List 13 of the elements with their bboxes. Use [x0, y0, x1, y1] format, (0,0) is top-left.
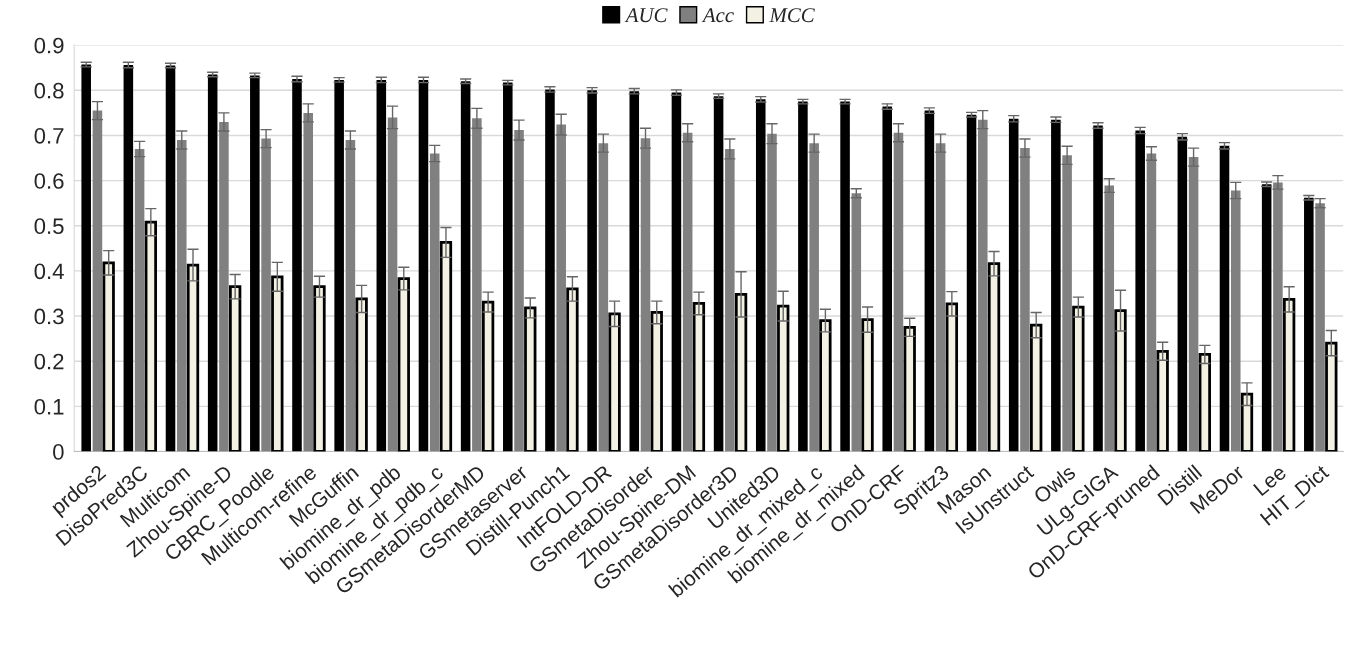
legend-label: MCC	[769, 8, 815, 23]
y-tick-label: 0.3	[34, 308, 64, 325]
y-tick-label: 0.6	[34, 173, 64, 189]
y-tick-label: 0.5	[34, 218, 64, 235]
legend-label: Acc	[701, 8, 734, 23]
y-tick-label: 0.8	[34, 82, 64, 99]
legend-label: AUC	[624, 8, 668, 23]
y-tick-label: 0.2	[34, 353, 64, 370]
y-tick-label: 0.7	[34, 127, 64, 144]
y-tick-label: 0.1	[34, 398, 64, 415]
y-tick-label: 0.9	[34, 37, 64, 54]
y-tick-label: 0.4	[34, 263, 64, 280]
y-tick-label: 0	[53, 444, 64, 460]
